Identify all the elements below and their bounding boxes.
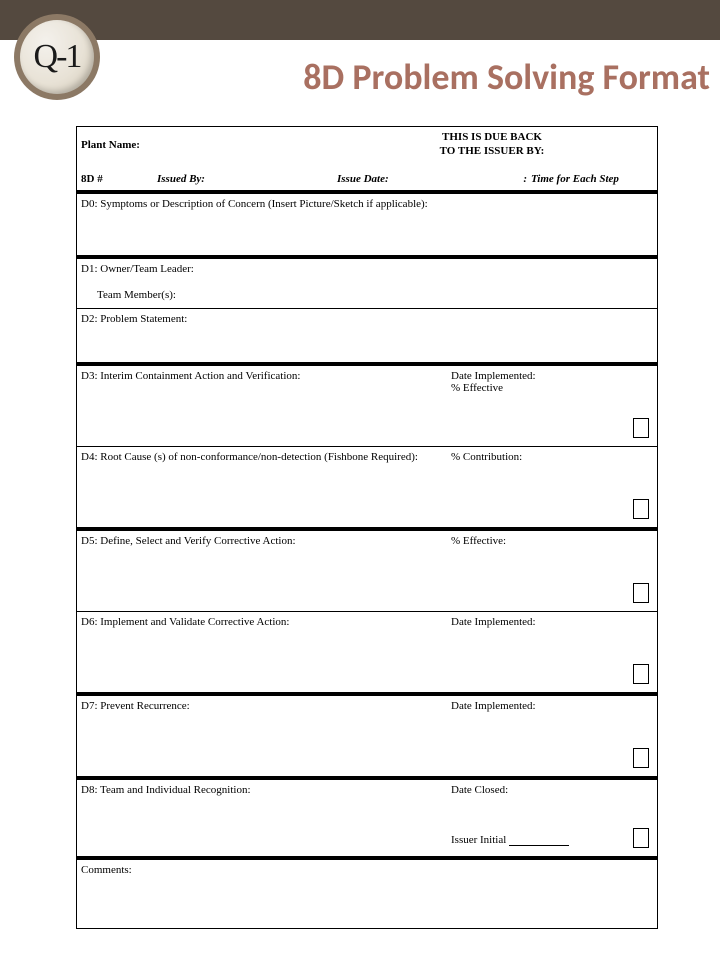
page-title: 8D Problem Solving Format bbox=[120, 55, 710, 99]
d5-right: % Effective: bbox=[447, 531, 657, 611]
d4-checkbox[interactable] bbox=[633, 499, 649, 519]
d5-checkbox[interactable] bbox=[633, 583, 649, 603]
d8-label: D8: Team and Individual Recognition: bbox=[81, 784, 251, 796]
issuer-text: Issuer Initial bbox=[451, 834, 509, 846]
d6-row: D6: Implement and Validate Corrective Ac… bbox=[77, 612, 657, 693]
d7-date-label: Date Implemented: bbox=[451, 700, 653, 712]
d3-date-label: Date Implemented: bbox=[451, 370, 653, 382]
d5-left: D5: Define, Select and Verify Corrective… bbox=[77, 531, 447, 611]
d6-right: Date Implemented: bbox=[447, 612, 657, 692]
d3-left: D3: Interim Containment Action and Verif… bbox=[77, 366, 447, 446]
logo-badge: Q-1 bbox=[14, 14, 100, 100]
d5-label: D5: Define, Select and Verify Corrective… bbox=[81, 535, 296, 547]
d6-left: D6: Implement and Validate Corrective Ac… bbox=[77, 612, 447, 692]
top-bar bbox=[0, 0, 720, 40]
d1-members-label: Team Member(s): bbox=[81, 289, 653, 301]
logo-text: Q-1 bbox=[20, 20, 94, 94]
d5-effective-label: % Effective: bbox=[451, 535, 653, 547]
d1-owner-label: D1: Owner/Team Leader: bbox=[81, 263, 653, 275]
d4-label: D4: Root Cause (s) of non-conformance/no… bbox=[81, 451, 418, 463]
d6-label: D6: Implement and Validate Corrective Ac… bbox=[81, 616, 289, 628]
d1-section: D1: Owner/Team Leader: Team Member(s): bbox=[77, 259, 657, 309]
d3-effective-label: % Effective bbox=[451, 382, 653, 394]
issued-by-label: Issued By: bbox=[157, 173, 337, 185]
d4-left: D4: Root Cause (s) of non-conformance/no… bbox=[77, 447, 447, 527]
header-row-1: Plant Name: THIS IS DUE BACK TO THE ISSU… bbox=[77, 127, 657, 167]
d8-date-label: Date Closed: bbox=[451, 784, 653, 796]
d7-left: D7: Prevent Recurrence: bbox=[77, 696, 447, 776]
d3-label: D3: Interim Containment Action and Verif… bbox=[81, 370, 300, 382]
issue-date-label: Issue Date: bbox=[337, 173, 517, 185]
d4-contribution-label: % Contribution: bbox=[451, 451, 653, 463]
d0-label: D0: Symptoms or Description of Concern (… bbox=[81, 198, 428, 210]
d7-row: D7: Prevent Recurrence: Date Implemented… bbox=[77, 696, 657, 777]
d2-section: D2: Problem Statement: bbox=[77, 309, 657, 363]
d5-row: D5: Define, Select and Verify Corrective… bbox=[77, 531, 657, 612]
form-container: Plant Name: THIS IS DUE BACK TO THE ISSU… bbox=[76, 126, 658, 929]
d0-section: D0: Symptoms or Description of Concern (… bbox=[77, 194, 657, 256]
comments-label: Comments: bbox=[81, 864, 132, 876]
d2-label: D2: Problem Statement: bbox=[81, 313, 187, 325]
d8-right: Date Closed: Issuer Initial bbox=[447, 780, 657, 856]
due-line1: THIS IS DUE BACK bbox=[327, 131, 657, 145]
d7-label: D7: Prevent Recurrence: bbox=[81, 700, 190, 712]
d8-left: D8: Team and Individual Recognition: bbox=[77, 780, 447, 856]
due-back-label: THIS IS DUE BACK TO THE ISSUER BY: bbox=[327, 127, 657, 167]
d7-right: Date Implemented: bbox=[447, 696, 657, 776]
comments-section: Comments: bbox=[77, 860, 657, 928]
issuer-initial-label: Issuer Initial bbox=[451, 834, 569, 846]
d7-checkbox[interactable] bbox=[633, 748, 649, 768]
d8-row: D8: Team and Individual Recognition: Dat… bbox=[77, 780, 657, 857]
plant-name-label: Plant Name: bbox=[77, 127, 327, 167]
d8-checkbox[interactable] bbox=[633, 828, 649, 848]
d6-date-label: Date Implemented: bbox=[451, 616, 653, 628]
d3-row: D3: Interim Containment Action and Verif… bbox=[77, 366, 657, 447]
time-step-label: Time for Each Step bbox=[531, 173, 657, 185]
separator-colon: : bbox=[517, 173, 531, 185]
issuer-underline[interactable] bbox=[509, 845, 569, 846]
d3-checkbox[interactable] bbox=[633, 418, 649, 438]
eightd-label: 8D # bbox=[77, 173, 157, 185]
due-line2: TO THE ISSUER BY: bbox=[327, 145, 657, 159]
header-row-2: 8D # Issued By: Issue Date: : Time for E… bbox=[77, 167, 657, 191]
d4-right: % Contribution: bbox=[447, 447, 657, 527]
d3-right: Date Implemented: % Effective bbox=[447, 366, 657, 446]
d4-row: D4: Root Cause (s) of non-conformance/no… bbox=[77, 447, 657, 528]
d6-checkbox[interactable] bbox=[633, 664, 649, 684]
